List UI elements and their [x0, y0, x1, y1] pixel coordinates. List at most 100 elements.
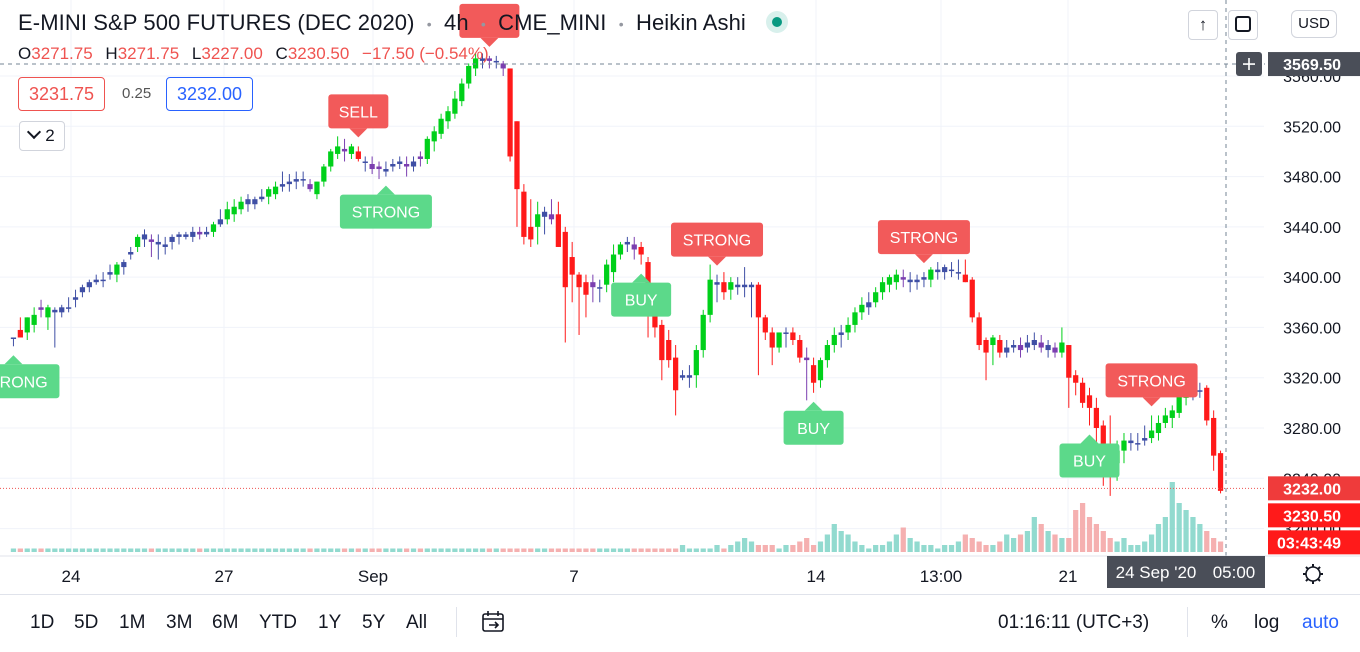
volume-bar: [1031, 517, 1037, 552]
volume-bar: [259, 548, 265, 552]
range-all-button[interactable]: All: [406, 612, 428, 633]
candle-body: [272, 186, 279, 195]
range-5y-button[interactable]: 5Y: [362, 612, 386, 633]
candle-body: [617, 244, 624, 255]
volume-bar: [714, 545, 720, 552]
volume-bar: [679, 545, 686, 552]
scroll-to-top-button[interactable]: ↑: [1188, 10, 1218, 40]
fullscreen-button[interactable]: [1228, 10, 1258, 40]
candle-body: [990, 337, 996, 346]
candle-body: [817, 360, 824, 381]
candle-body: [728, 282, 734, 290]
candle-body: [493, 60, 499, 63]
crosshair-plus-icon[interactable]: [1236, 52, 1262, 77]
indicators-toggle-button[interactable]: 2: [19, 121, 65, 151]
volume-bar: [810, 545, 817, 552]
candle-body: [555, 214, 561, 247]
percent-scale-button[interactable]: %: [1211, 612, 1228, 633]
volume-bar: [52, 548, 58, 552]
go-to-date-button[interactable]: [480, 609, 506, 641]
volume-bar: [45, 548, 51, 552]
range-1d-button[interactable]: 1D: [30, 612, 55, 633]
candle-body: [121, 262, 127, 268]
bar-countdown-label-text: 03:43:49: [1277, 535, 1341, 552]
candle-body: [397, 161, 403, 164]
volume-bar: [66, 548, 72, 552]
clock-timezone[interactable]: 01:16:11 (UTC+3): [998, 612, 1150, 633]
interval-label[interactable]: 4h: [444, 10, 469, 35]
volume-bar: [148, 548, 155, 552]
arrow-up-icon: ↑: [1198, 15, 1208, 34]
volume-bar: [500, 548, 506, 552]
candle-body: [1217, 453, 1224, 491]
divider: [456, 607, 457, 637]
volume-bar: [1155, 524, 1162, 552]
volume-bar: [1017, 534, 1024, 552]
buy-signal-label: STRONG: [0, 355, 60, 399]
volume-bar: [879, 545, 886, 552]
candle-body: [1176, 395, 1182, 413]
volume-bar: [541, 548, 548, 552]
candle-body: [583, 282, 589, 295]
volume-bar: [362, 548, 368, 552]
chart-canvas[interactable]: SELL STRONG STRONG BUY STRONG BUY STRONG STRONG…: [0, 0, 1360, 594]
candle-body: [1017, 345, 1024, 351]
candle-body: [962, 274, 968, 283]
candle-body: [266, 189, 272, 197]
sell-price-button[interactable]: 3231.75: [18, 77, 106, 111]
volume-bar: [293, 548, 299, 552]
volume-bar: [307, 548, 313, 552]
volume-bar: [86, 548, 92, 552]
volume-bar: [921, 545, 927, 552]
price-tick-label: 3400.00: [1283, 270, 1341, 287]
separator-dot: •: [480, 16, 486, 33]
buy-signal-label: BUY: [611, 273, 672, 317]
volume-bar: [238, 548, 244, 552]
auto-scale-button[interactable]: auto: [1302, 612, 1339, 633]
candle-body: [1148, 430, 1155, 439]
volume-bar: [134, 548, 141, 552]
volume-bar: [245, 548, 251, 552]
volume-bar: [686, 548, 693, 552]
candle-body: [86, 282, 92, 288]
volume-bar: [721, 548, 727, 552]
candle-body: [479, 58, 486, 61]
volume-bar: [590, 548, 596, 552]
candle-body: [1121, 440, 1127, 451]
currency-button[interactable]: USD: [1291, 10, 1337, 38]
volume-bar: [555, 548, 561, 552]
candle-body: [17, 329, 23, 338]
chart-style-label: Heikin Ashi: [635, 10, 746, 35]
volume-bar: [707, 548, 713, 552]
volume-bar: [445, 548, 451, 552]
signal-text: STRONG: [0, 374, 48, 391]
candle-body: [1155, 422, 1162, 434]
exchange-label: CME_MINI: [498, 10, 607, 35]
signal-box: [339, 194, 432, 229]
volume-bar: [176, 548, 182, 552]
settings-gear-icon[interactable]: [1303, 564, 1323, 584]
candle-body: [507, 68, 513, 157]
range-1m-button[interactable]: 1M: [119, 612, 146, 633]
spread-value: 0.25: [122, 85, 152, 102]
range-3m-button[interactable]: 3M: [166, 612, 193, 633]
buy-signal-label: BUY: [1059, 434, 1120, 478]
log-scale-button[interactable]: log: [1254, 612, 1280, 633]
volume-bar: [203, 548, 210, 552]
buy-price-button[interactable]: 3232.00: [166, 77, 254, 111]
signal-box: [1105, 363, 1198, 398]
range-ytd-button[interactable]: YTD: [259, 612, 297, 633]
volume-bars: [10, 482, 1224, 552]
range-6m-button[interactable]: 6M: [212, 612, 239, 633]
volume-bar: [1176, 503, 1182, 552]
range-5d-button[interactable]: 5D: [74, 612, 99, 633]
fullscreen-icon: [1235, 16, 1251, 32]
candle-body: [942, 267, 948, 273]
volume-bar: [1148, 534, 1155, 552]
candle-body: [659, 324, 665, 361]
volume-bar: [1086, 517, 1093, 552]
chart-legend[interactable]: E-MINI S&P 500 FUTURES (DEC 2020) • 4h •…: [18, 10, 789, 36]
open-key: O: [18, 44, 32, 63]
range-1y-button[interactable]: 1Y: [318, 612, 342, 633]
symbol-title[interactable]: E-MINI S&P 500 FUTURES (DEC 2020): [18, 10, 415, 35]
